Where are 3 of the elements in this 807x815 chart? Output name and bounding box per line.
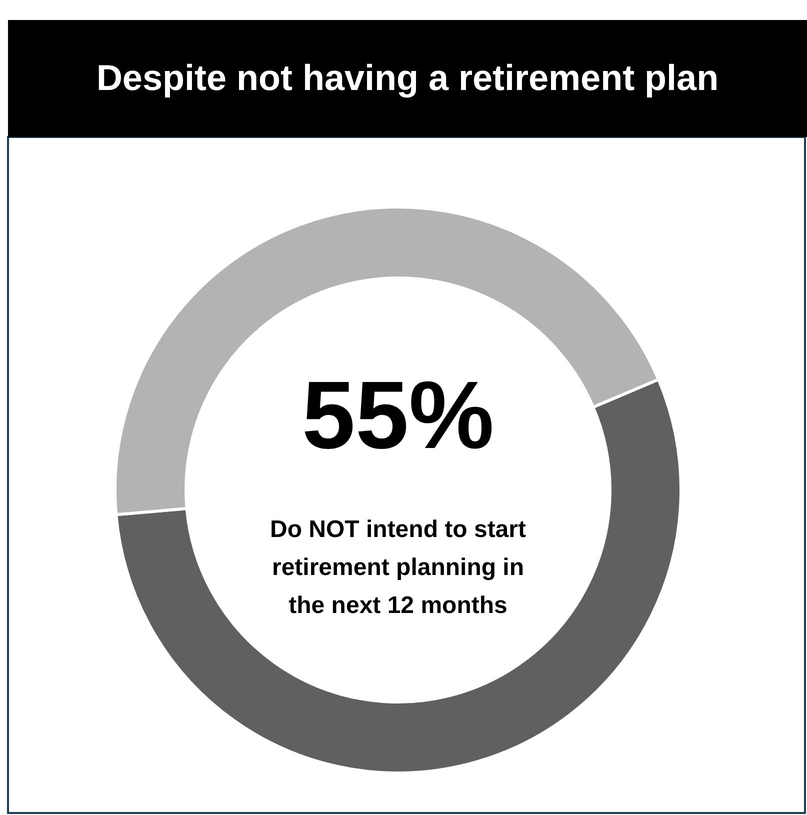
slice-label: Do NOT intend to start retirement planning in the next 12 months	[270, 516, 526, 619]
data-label: 55%	[302, 362, 494, 469]
chart-title: Despite not having a retirement plan	[96, 57, 719, 98]
